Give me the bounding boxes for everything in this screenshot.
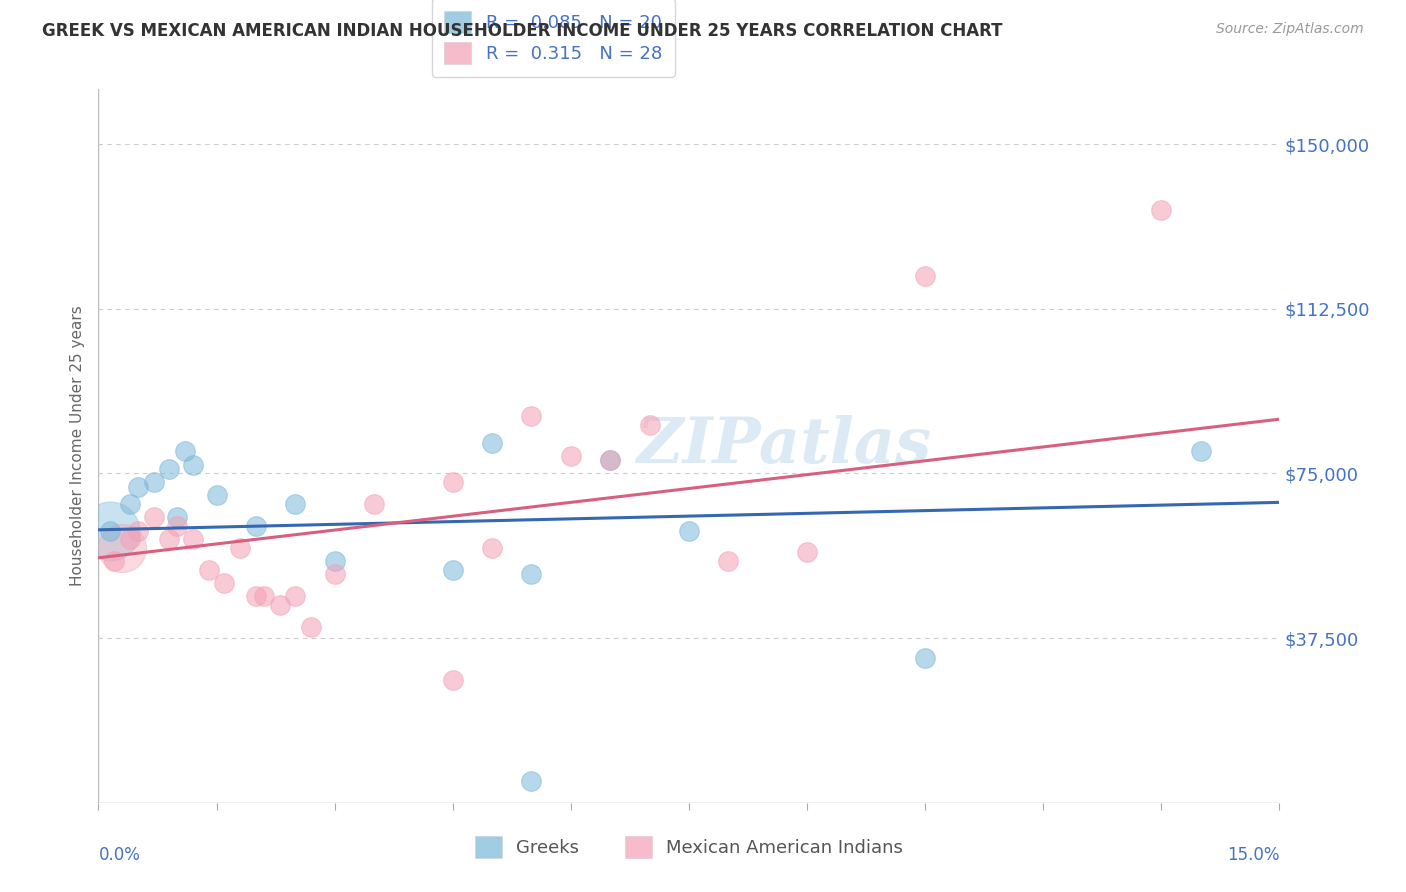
- Point: [214, 576, 236, 591]
- Point: [323, 554, 346, 568]
- Point: [481, 435, 503, 450]
- Legend: Greeks, Mexican American Indians: Greeks, Mexican American Indians: [468, 829, 910, 865]
- Point: [103, 554, 125, 568]
- Point: [181, 458, 204, 472]
- Point: [599, 453, 621, 467]
- Point: [914, 268, 936, 283]
- Point: [284, 497, 307, 511]
- Point: [127, 480, 149, 494]
- Point: [323, 567, 346, 582]
- Point: [111, 541, 134, 555]
- Point: [678, 524, 700, 538]
- Point: [118, 497, 141, 511]
- Text: GREEK VS MEXICAN AMERICAN INDIAN HOUSEHOLDER INCOME UNDER 25 YEARS CORRELATION C: GREEK VS MEXICAN AMERICAN INDIAN HOUSEHO…: [42, 22, 1002, 40]
- Point: [441, 563, 464, 577]
- Point: [98, 524, 121, 538]
- Point: [197, 563, 219, 577]
- Point: [253, 590, 276, 604]
- Text: ZIPatlas: ZIPatlas: [636, 416, 931, 476]
- Text: 15.0%: 15.0%: [1227, 846, 1279, 863]
- Point: [363, 497, 385, 511]
- Point: [142, 510, 165, 524]
- Point: [98, 524, 121, 538]
- Point: [118, 533, 141, 547]
- Point: [560, 449, 582, 463]
- Point: [166, 510, 188, 524]
- Point: [481, 541, 503, 555]
- Point: [1189, 444, 1212, 458]
- Point: [638, 418, 661, 433]
- Point: [441, 475, 464, 490]
- Point: [914, 651, 936, 665]
- Text: Source: ZipAtlas.com: Source: ZipAtlas.com: [1216, 22, 1364, 37]
- Text: 0.0%: 0.0%: [98, 846, 141, 863]
- Point: [796, 545, 818, 559]
- Point: [245, 519, 267, 533]
- Point: [299, 620, 322, 634]
- Point: [520, 567, 543, 582]
- Point: [717, 554, 740, 568]
- Point: [157, 462, 180, 476]
- Point: [181, 533, 204, 547]
- Point: [174, 444, 197, 458]
- Point: [284, 590, 307, 604]
- Point: [157, 533, 180, 547]
- Point: [599, 453, 621, 467]
- Point: [1150, 202, 1173, 217]
- Point: [245, 590, 267, 604]
- Y-axis label: Householder Income Under 25 years: Householder Income Under 25 years: [70, 306, 86, 586]
- Point: [441, 673, 464, 687]
- Point: [166, 519, 188, 533]
- Point: [520, 773, 543, 788]
- Point: [269, 598, 291, 612]
- Point: [142, 475, 165, 490]
- Point: [127, 524, 149, 538]
- Point: [229, 541, 252, 555]
- Point: [205, 488, 228, 502]
- Point: [520, 409, 543, 424]
